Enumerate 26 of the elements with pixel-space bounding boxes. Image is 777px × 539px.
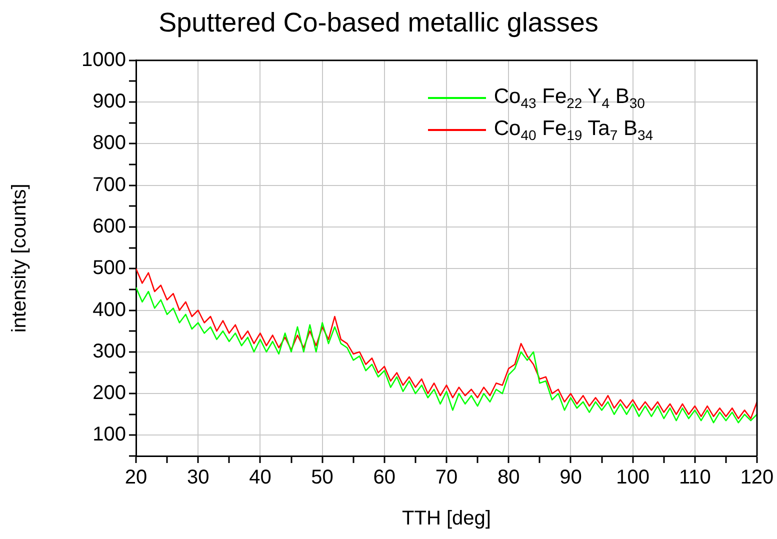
legend-label: Co$_{43}$ Fe$_{22}$ Y$_{4}$ B$_{30}$: [494, 85, 645, 112]
y-tick-label: 700: [92, 174, 126, 196]
y-tick-label: 500: [92, 257, 126, 280]
x-tick-label: 100: [616, 466, 650, 489]
x-tick-label: 50: [311, 466, 334, 489]
y-tick-label: 400: [92, 298, 126, 321]
y-tick-label: 1000: [82, 48, 126, 71]
y-tick-label: 100: [92, 424, 126, 446]
legend-label: Co$_{40}$ Fe$_{19}$ Ta$_{7}$ B$_{34}$: [494, 117, 654, 144]
x-tick-label: 30: [186, 466, 210, 489]
chart-title: Sputtered Co-based metallic glasses: [158, 8, 598, 38]
y-tick-label: 300: [92, 340, 126, 362]
x-tick-label: 70: [435, 466, 458, 489]
y-tick-label: 900: [92, 90, 126, 113]
y-axis-title: intensity [counts]: [8, 184, 31, 333]
x-tick-label: 110: [678, 466, 711, 489]
x-tick-label: 80: [497, 466, 520, 489]
x-tick-label: 40: [249, 466, 272, 489]
x-axis-title: TTH [deg]: [402, 508, 491, 530]
y-tick-label: 600: [92, 215, 126, 238]
y-tick-label: 200: [92, 382, 126, 404]
x-tick-label: 90: [560, 466, 582, 489]
x-tick-label: 60: [373, 466, 396, 489]
x-tick-label: 120: [740, 466, 774, 489]
x-tick-label: 20: [124, 466, 148, 489]
y-tick-label: 800: [92, 132, 126, 154]
